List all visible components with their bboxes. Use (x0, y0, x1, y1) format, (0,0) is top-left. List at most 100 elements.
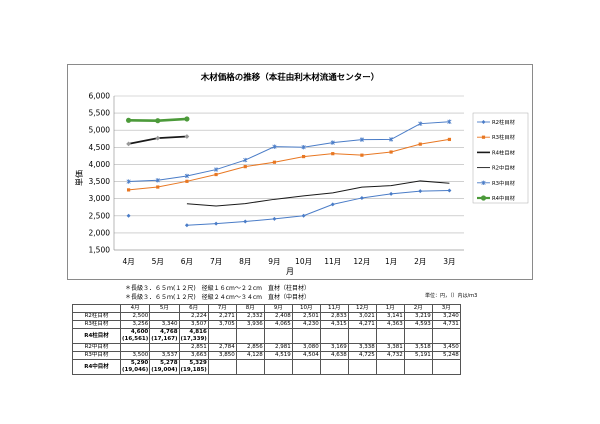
y-tick-label: 3,000 (89, 194, 111, 203)
data-point (243, 157, 248, 163)
table-cell (235, 359, 265, 375)
table-cell: 2,332 (235, 312, 265, 321)
x-tick-label: 11月 (324, 257, 341, 266)
data-point (126, 141, 131, 147)
table-header-cell: 3月 (431, 304, 461, 313)
data-point (447, 119, 452, 124)
table-cell: 4,271 (347, 320, 377, 329)
table-cell: 5,278 (19,004) (149, 359, 180, 375)
table-cell (207, 328, 237, 344)
table-cell: 3,080 (291, 343, 321, 352)
table-header-cell: 11月 (319, 304, 349, 313)
data-point (481, 135, 486, 139)
legend-box (472, 112, 529, 204)
legend-entry: R2柱目材 (477, 118, 516, 126)
table-row: R2中目材 2,851 2,784 2,856 2,981 3,080 3,169 3,338… (72, 343, 461, 352)
table-header-cell: 6月 (178, 304, 209, 313)
table-header-row: 4月 5月 6月 7月 8月 9月 10月 11月 12月 1月 2月 3月 (72, 304, 461, 313)
legend-entry: R3柱目材 (477, 133, 516, 141)
y-tick-label: 1,500 (89, 246, 111, 255)
data-point (243, 165, 247, 169)
data-point (481, 120, 486, 124)
data-point (272, 160, 277, 164)
table-cell: 4,230 (291, 320, 321, 329)
y-tick-label: 4,000 (89, 160, 111, 169)
table-cell: 5,329 (19,185) (178, 359, 209, 375)
legend-entry: R2中目材 (477, 164, 516, 172)
data-point (389, 191, 394, 196)
table-cell (149, 343, 180, 352)
table-cell: 2,856 (235, 343, 265, 352)
data-point (155, 135, 161, 141)
data-point (155, 118, 161, 124)
legend-entry: R4柱目材 (477, 148, 516, 156)
table-row: R4柱目材 4,600 (16,561) 4,768 (17,167) 4,816 (17,… (72, 328, 461, 344)
table-cell (235, 328, 265, 344)
data-point (155, 178, 160, 183)
table-cell: 3,340 (149, 320, 180, 329)
legend-label: R4中目材 (492, 194, 516, 202)
data-table: 4月 5月 6月 7月 8月 9月 10月 11月 12月 1月 2月 3月 R2柱目材 2,500 2,2… (72, 304, 461, 375)
legend-label: R4柱目材 (492, 148, 516, 156)
table-cell: 4,363 (375, 320, 405, 329)
table-cell: 2,271 (207, 312, 237, 321)
data-point (418, 189, 423, 194)
table-cell (375, 359, 405, 375)
y-tick-label: 6,000 (89, 92, 111, 101)
table-cell: 3,381 (375, 343, 405, 352)
series-line (186, 189, 450, 226)
chart-title: 木材価格の推移（本荘由利木材流通センター） (200, 72, 380, 83)
table-cell: 2,224 (178, 312, 209, 321)
x-tick-label: 2月 (414, 257, 426, 266)
legend-entry: R3中目材 (477, 179, 516, 187)
data-point (481, 180, 486, 185)
table-cell: 3,219 (403, 312, 433, 321)
table-cell: 3,537 (149, 351, 180, 360)
data-point (359, 195, 364, 200)
table-cell (431, 359, 461, 375)
x-tick-label: 10月 (295, 257, 312, 266)
table-header-cell: 4月 (119, 304, 151, 313)
data-point (301, 213, 306, 218)
table-cell: 5,248 (431, 351, 461, 360)
table-cell (403, 359, 433, 375)
table-cell: 2,408 (263, 312, 293, 321)
data-point (447, 188, 452, 193)
table-cell: 4,816 (17,339) (178, 328, 209, 344)
y-tick-label: 2,500 (89, 211, 111, 220)
x-tick-label: 1月 (385, 257, 397, 266)
table-cell (431, 328, 461, 344)
table-cell: 4,315 (319, 320, 349, 329)
x-tick-label: 12月 (353, 257, 370, 266)
table-cell (291, 359, 321, 375)
series-3 (126, 134, 190, 147)
data-point (447, 137, 452, 142)
data-point (126, 179, 131, 184)
table-header-cell: 9月 (263, 304, 293, 313)
table-cell: 4,600 (16,561) (119, 328, 151, 344)
table-cell: 3,705 (207, 320, 237, 329)
table-cell: 3,850 (207, 351, 237, 360)
data-point (156, 185, 160, 189)
table-row: R4中目材 5,290 (19,046) 5,278 (19,004) 5,329 (19,… (72, 359, 461, 375)
table-cell (207, 359, 237, 375)
table-cell: 4,638 (319, 351, 349, 360)
table-row-label: R2柱目材 (72, 312, 121, 321)
table-header-cell: 2月 (403, 304, 433, 313)
series-line (128, 138, 450, 191)
table-cell (263, 359, 293, 375)
table-row-label: R4柱目材 (72, 328, 121, 344)
table-row-label: R3中目材 (72, 351, 121, 360)
x-tick-label: 4月 (122, 257, 134, 266)
y-tick-label: 5,500 (89, 109, 111, 118)
x-tick-label: 9月 (268, 257, 280, 266)
x-tick-label: 3月 (443, 257, 455, 266)
data-point (185, 179, 189, 183)
series-line (128, 121, 450, 183)
unit-note: 単位：円，（）内は/ｍ3 (425, 293, 478, 299)
table-cell (347, 328, 377, 344)
data-point (243, 219, 248, 224)
data-point (359, 137, 364, 142)
table-cell: 3,240 (431, 312, 461, 321)
table-cell: 3,936 (235, 320, 265, 329)
